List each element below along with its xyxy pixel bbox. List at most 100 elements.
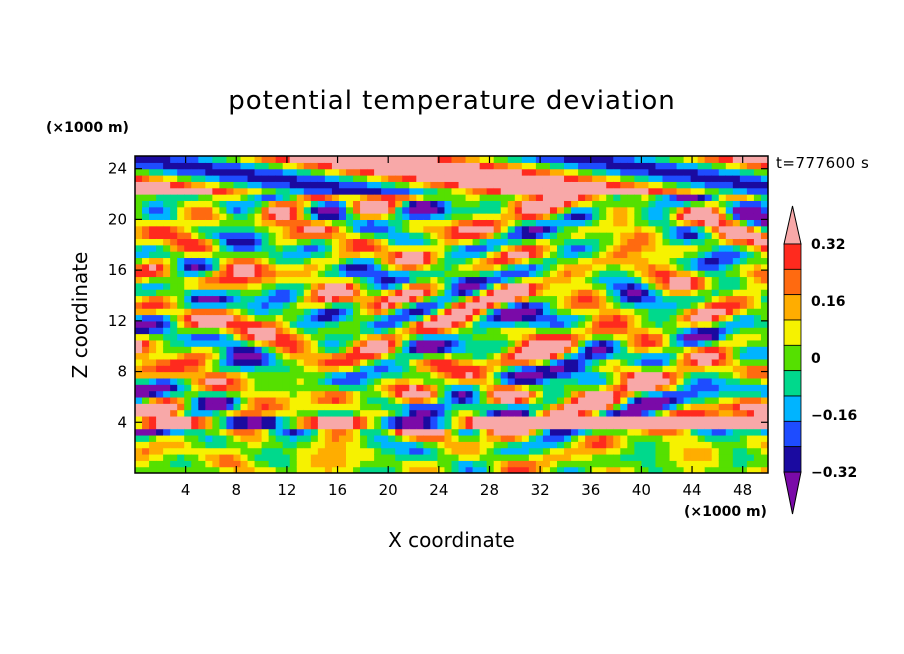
field-cell — [233, 282, 242, 290]
field-cell — [367, 333, 375, 341]
field-cell — [198, 339, 206, 347]
field-cell — [641, 200, 650, 208]
field-cell — [697, 263, 706, 271]
field-cell — [282, 390, 291, 398]
field-cell — [156, 181, 164, 189]
field-cell — [233, 327, 242, 335]
field-cell — [564, 339, 572, 347]
field-cell — [725, 270, 734, 278]
field-cell — [760, 238, 768, 246]
field-cell — [493, 333, 502, 341]
field-cell — [331, 415, 340, 423]
field-cell — [282, 251, 291, 259]
field-cell — [493, 409, 502, 417]
field-cell — [346, 365, 354, 373]
field-cell — [374, 232, 382, 240]
field-cell — [493, 282, 502, 290]
field-cell — [409, 187, 417, 195]
field-cell — [381, 168, 389, 176]
field-cell — [156, 371, 164, 379]
field-cell — [718, 403, 727, 411]
field-cell — [381, 327, 389, 335]
field-cell — [409, 251, 417, 259]
field-cell — [353, 244, 361, 252]
field-cell — [514, 276, 523, 284]
field-cell — [521, 282, 530, 290]
field-cell — [571, 168, 579, 176]
field-cell — [191, 213, 199, 220]
field-cell — [514, 206, 523, 214]
field-cell — [535, 403, 544, 411]
field-cell — [535, 301, 544, 309]
field-cell — [697, 232, 706, 240]
field-cell — [142, 282, 150, 290]
field-cell — [690, 441, 699, 449]
field-cell — [760, 384, 768, 392]
field-cell — [388, 428, 396, 436]
field-cell — [739, 308, 748, 316]
field-cell — [430, 282, 439, 290]
field-cell — [746, 219, 755, 227]
field-cell — [542, 238, 551, 246]
field-cell — [402, 270, 410, 278]
field-cell — [303, 339, 312, 347]
field-cell — [753, 276, 762, 284]
field-cell — [690, 447, 699, 455]
field-cell — [135, 270, 143, 278]
field-cell — [346, 320, 354, 328]
field-cell — [451, 415, 460, 423]
field-cell — [634, 384, 642, 392]
field-cell — [282, 270, 291, 278]
field-cell — [275, 251, 284, 259]
field-cell — [360, 358, 368, 366]
field-cell — [303, 460, 312, 468]
field-cell — [732, 409, 741, 417]
field-cell — [360, 441, 368, 449]
field-cell — [402, 422, 410, 430]
field-cell — [585, 244, 593, 252]
field-cell — [367, 225, 375, 233]
field-cell — [732, 168, 741, 176]
field-cell — [135, 187, 143, 195]
field-cell — [732, 447, 741, 455]
field-cell — [648, 289, 657, 297]
field-cell — [388, 441, 396, 449]
field-cell — [437, 441, 446, 449]
field-cell — [718, 282, 727, 290]
field-cell — [479, 365, 488, 373]
field-cell — [275, 396, 284, 404]
field-cell — [303, 276, 312, 284]
field-cell — [381, 270, 389, 278]
field-cell — [753, 282, 762, 290]
field-cell — [564, 181, 572, 189]
field-cell — [409, 352, 417, 360]
field-cell — [360, 422, 368, 430]
field-cell — [226, 434, 235, 442]
field-cell — [746, 460, 755, 468]
field-cell — [198, 257, 206, 265]
field-cell — [542, 187, 551, 195]
field-cell — [690, 320, 699, 328]
field-cell — [289, 162, 298, 170]
field-cell — [465, 175, 474, 182]
field-cell — [163, 238, 171, 246]
field-cell — [704, 257, 713, 265]
field-cell — [549, 175, 558, 182]
field-cell — [233, 320, 242, 328]
field-cell — [697, 339, 706, 347]
field-cell — [507, 251, 516, 259]
field-cell — [275, 384, 284, 392]
field-cell — [606, 434, 614, 442]
field-cell — [184, 219, 192, 227]
field-cell — [479, 352, 488, 360]
field-cell — [697, 251, 706, 259]
field-cell — [275, 377, 284, 385]
field-cell — [578, 162, 586, 170]
field-cell — [423, 371, 431, 379]
field-cell — [683, 333, 692, 341]
field-cell — [578, 415, 586, 423]
y-tick-label: 24 — [108, 160, 127, 178]
field-cell — [564, 314, 572, 322]
field-cell — [233, 232, 242, 240]
field-cell — [184, 276, 192, 284]
